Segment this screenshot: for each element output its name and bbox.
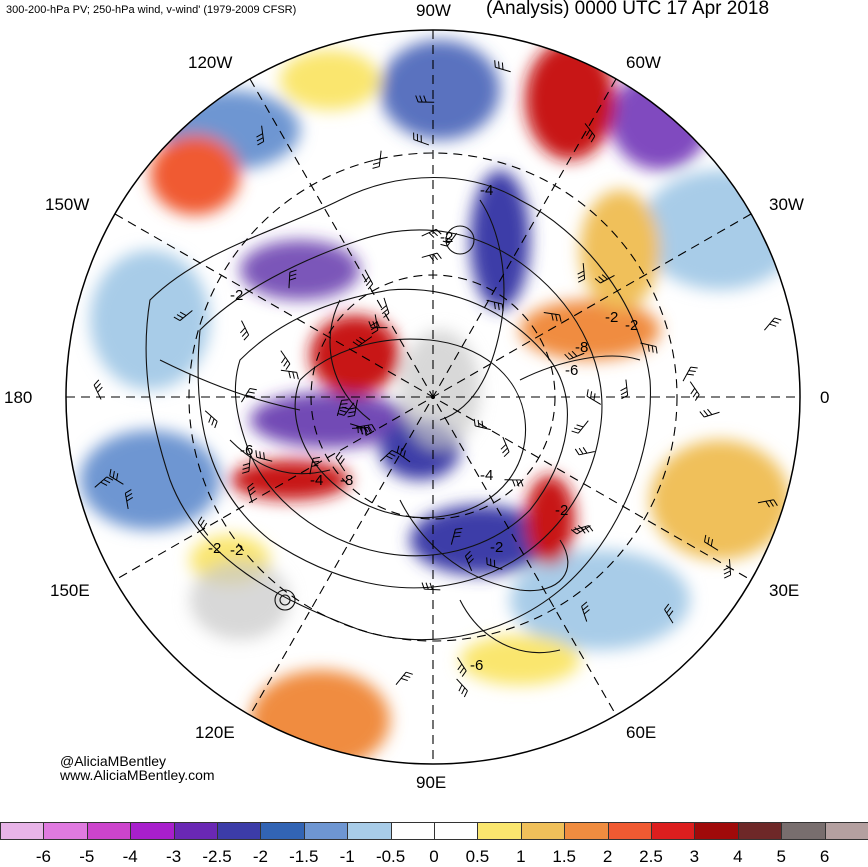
- positive-anomaly: [310, 315, 400, 395]
- contour-label: -2: [230, 542, 243, 559]
- wind-barb-flag: [499, 61, 500, 68]
- lon-label-90w: 90W: [416, 1, 451, 20]
- contour-label: -2: [555, 502, 568, 519]
- lon-label-30w: 30W: [769, 195, 804, 214]
- colorbar-label: -6: [36, 847, 51, 867]
- colorbar-label: 4: [733, 847, 742, 867]
- lon-label-60e: 60E: [626, 723, 656, 742]
- contour-label: -8: [340, 472, 353, 489]
- lon-label-180: 180: [4, 388, 32, 407]
- contour-label: -2: [230, 287, 243, 304]
- negative-anomaly: [380, 40, 500, 140]
- colorbar-label: 6: [820, 847, 829, 867]
- colorbar-label: -1: [340, 847, 355, 867]
- contour-label: -2: [208, 540, 221, 557]
- lon-label-0: 0: [820, 388, 829, 407]
- negative-anomaly: [80, 430, 220, 530]
- contour-label: -4: [480, 467, 493, 484]
- colorbar: -6 -5 -4 -3 -2.5 -2 -1.5 -1 -0.5 0 0.5 1 1.5 2 2.5 3 4 5 6: [0, 822, 868, 865]
- colorbar-label: 3: [690, 847, 699, 867]
- contour-label: -4: [480, 182, 493, 199]
- lon-label-150w: 150W: [45, 195, 89, 214]
- lon-label-60w: 60W: [626, 53, 661, 72]
- colorbar-swatch: [521, 822, 565, 840]
- contour-label: -8: [575, 339, 588, 356]
- colorbar-swatch: [130, 822, 174, 840]
- lon-label-120w: 120W: [188, 53, 232, 72]
- colorbar-swatch: [477, 822, 521, 840]
- negative-anomaly: [240, 240, 360, 300]
- positive-anomaly: [525, 40, 615, 160]
- contour-label: -4: [310, 472, 323, 489]
- colorbar-swatch: [347, 822, 391, 840]
- land-area: [400, 330, 480, 450]
- contour-label: -6: [240, 442, 253, 459]
- wind-barb-flag: [341, 404, 348, 405]
- colorbar-label: -4: [123, 847, 138, 867]
- colorbar-swatch: [304, 822, 348, 840]
- contour-label: -2: [605, 309, 618, 326]
- colorbar-swatch: [738, 822, 782, 840]
- positive-anomaly: [525, 475, 575, 565]
- colorbar-swatch: [0, 822, 44, 840]
- colorbar-label: -1.5: [289, 847, 318, 867]
- colorbar-label: 1: [516, 847, 525, 867]
- lon-label-30e: 30E: [769, 581, 799, 600]
- positive-anomaly: [280, 50, 380, 110]
- colorbar-label: 2.5: [639, 847, 663, 867]
- colorbar-label: 5: [776, 847, 785, 867]
- colorbar-label: 1.5: [552, 847, 576, 867]
- contour-label: -6: [565, 362, 578, 379]
- lon-label-120e: 120E: [195, 723, 235, 742]
- negative-anomaly: [470, 170, 530, 310]
- positive-anomaly: [580, 190, 660, 310]
- colorbar-label: -0.5: [376, 847, 405, 867]
- colorbar-swatch: [694, 822, 738, 840]
- colorbar-swatch: [391, 822, 435, 840]
- colorbar-label: 2: [603, 847, 612, 867]
- colorbar-swatch: [43, 822, 87, 840]
- wind-barb-flag: [342, 400, 349, 401]
- contour-label: -2: [440, 229, 453, 246]
- colorbar-label: -2.5: [202, 847, 231, 867]
- colorbar-swatch: [781, 822, 825, 840]
- colorbar-swatch: [564, 822, 608, 840]
- colorbar-label: 0: [429, 847, 438, 867]
- positive-anomaly: [520, 300, 660, 360]
- colorbar-label: -2: [253, 847, 268, 867]
- colorbar-label: 0.5: [466, 847, 490, 867]
- positive-anomaly: [230, 460, 350, 500]
- colorbar-swatch: [260, 822, 304, 840]
- colorbar-swatch: [434, 822, 478, 840]
- lon-label-90e: 90E: [416, 773, 446, 792]
- contour-label: -2: [490, 539, 503, 556]
- colorbar-label: -5: [79, 847, 94, 867]
- colorbar-swatch: [608, 822, 652, 840]
- colorbar-swatch: [825, 822, 868, 840]
- colorbar-swatch: [217, 822, 261, 840]
- colorbar-swatch: [174, 822, 218, 840]
- credit-website: www.AliciaMBentley.com: [60, 767, 215, 783]
- contour-label: -2: [625, 317, 638, 334]
- colorbar-swatch: [651, 822, 695, 840]
- colorbar-swatch: [87, 822, 131, 840]
- negative-anomaly: [640, 170, 800, 290]
- positive-anomaly: [250, 670, 390, 770]
- negative-anomaly: [510, 550, 690, 650]
- positive-anomaly: [650, 440, 790, 560]
- polar-map: -2 -4 -6 -8 -4 -2 -2 -6 -2 -2 -4 -2 -6 -8 -2 -2 90W 60W…: [0, 0, 868, 822]
- negative-anomaly: [90, 250, 210, 390]
- colorbar-label: -3: [166, 847, 181, 867]
- wind-barb-flag: [502, 63, 503, 70]
- contour-label: -6: [470, 657, 483, 674]
- lon-label-150e: 150E: [50, 581, 90, 600]
- wind-barb-flag: [495, 60, 496, 67]
